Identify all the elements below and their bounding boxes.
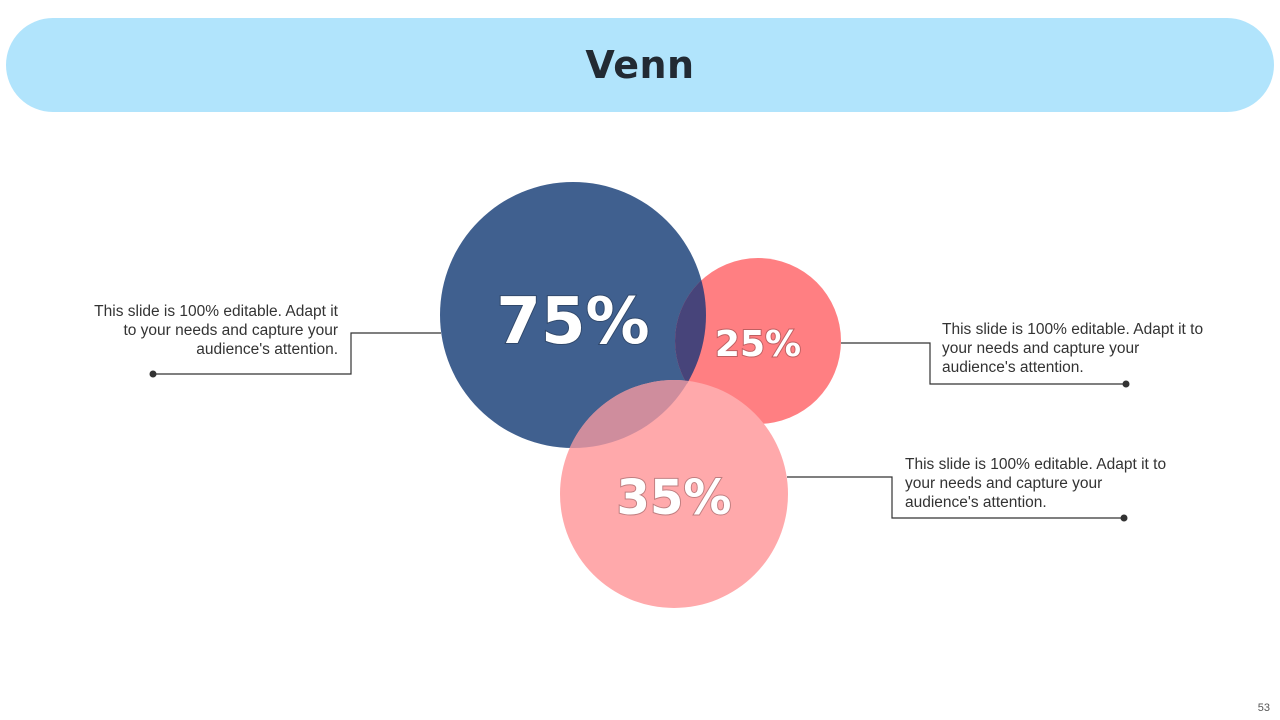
page-number: 53: [1257, 702, 1270, 714]
connector-left: [153, 332, 441, 375]
connector-right-bottom-dot: [1120, 514, 1128, 522]
venn-label-75: 75%: [496, 285, 649, 359]
connector-right-top-dot: [1122, 380, 1130, 388]
connector-right-top: [841, 342, 1126, 385]
connector-left-dot: [149, 370, 157, 378]
venn-circle-75: [440, 182, 706, 448]
slide-title: Venn: [585, 43, 695, 87]
callout-right-top: This slide is 100% editable. Adapt it to…: [942, 321, 1204, 376]
venn-overlap-75-35: [560, 380, 706, 448]
title-bar: Venn: [6, 18, 1274, 112]
callout-right-bottom: This slide is 100% editable. Adapt it to…: [905, 456, 1167, 511]
callout-left: This slide is 100% editable. Adapt it to…: [94, 303, 338, 358]
venn-circle-25: [675, 258, 841, 424]
venn-label-25: 25%: [715, 324, 801, 365]
connector-right-bottom: [787, 476, 1124, 519]
venn-label-35: 35%: [617, 470, 732, 526]
